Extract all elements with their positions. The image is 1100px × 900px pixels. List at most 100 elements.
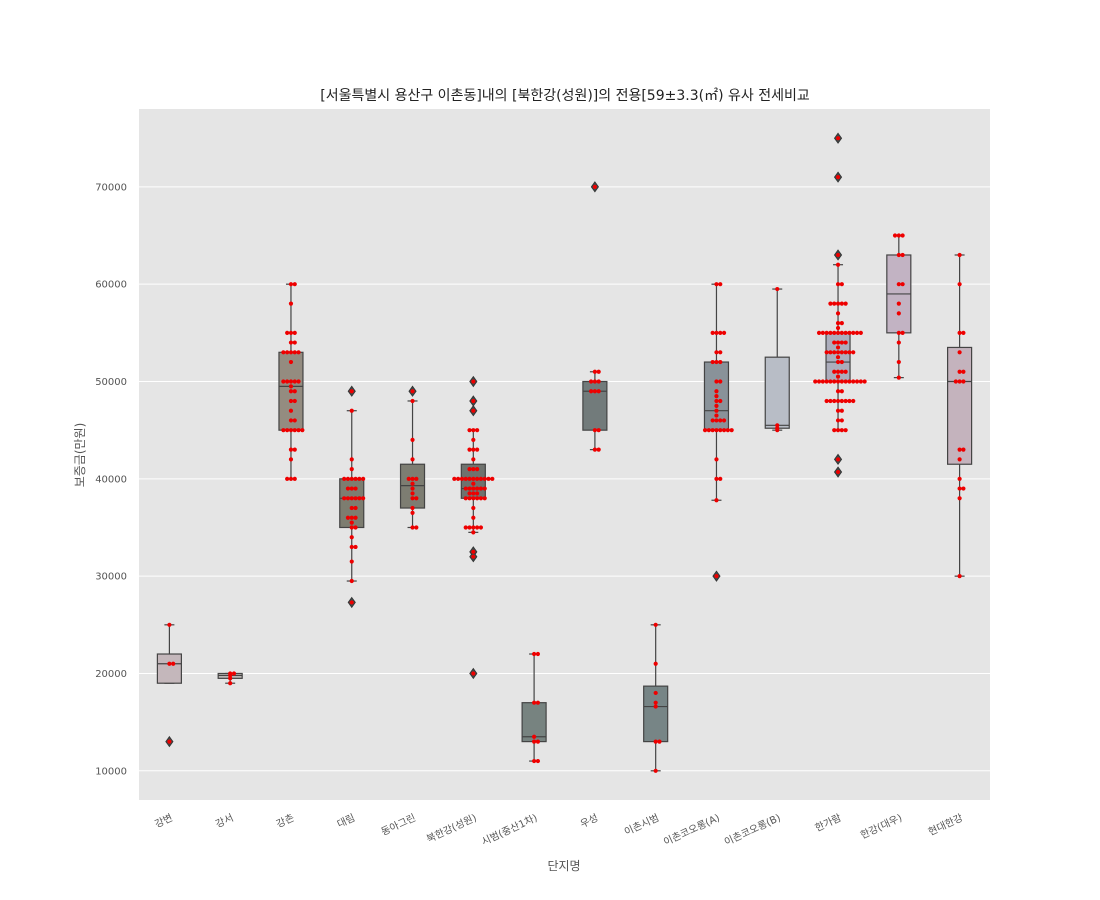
data-point [835,330,841,335]
data-point [296,379,301,384]
data-point [288,418,294,423]
x-tick-label: 우성 [578,812,600,831]
data-point [471,481,476,486]
data-point [835,398,841,404]
data-point [839,301,844,306]
data-point [288,379,294,384]
data-point [345,515,351,520]
data-point [410,486,415,491]
data-point [167,622,172,627]
box-group [947,252,973,579]
data-point [228,681,233,686]
x-tick-label: 동아그린 [379,812,417,838]
box [156,653,182,684]
data-point [292,340,297,345]
data-point [714,330,719,335]
data-point [854,330,860,335]
data-point [847,379,852,384]
data-point [896,375,901,380]
data-point [482,486,487,491]
data-point [710,428,715,433]
data-point [478,476,484,481]
data-point [835,325,841,331]
data-point [231,671,237,676]
data-point [714,476,719,481]
data-point [349,389,354,394]
data-point [532,700,537,705]
data-point [410,496,415,501]
data-point [828,379,833,384]
data-point [839,330,844,335]
data-point [721,418,727,423]
data-point [832,428,837,433]
data-point [292,476,297,481]
data-point [285,330,290,335]
data-point [475,466,480,472]
data-point [478,496,484,501]
data-point [475,525,480,530]
data-point [896,330,901,335]
data-point [896,311,901,316]
data-point [896,282,901,287]
data-point [828,301,833,306]
data-point [300,428,305,433]
data-point [475,447,480,452]
data-point [835,350,841,355]
data-point [843,398,848,404]
data-point [410,476,415,481]
data-point [847,330,852,335]
data-point [292,447,297,452]
data-point [851,350,856,355]
data-point [471,486,476,491]
data-point [653,690,658,696]
data-point [653,768,658,773]
data-point [410,505,415,511]
data-point [471,476,476,481]
data-point [410,437,415,443]
data-point [835,389,841,394]
data-point [832,340,837,345]
data-point [824,330,829,335]
data-point [775,286,780,292]
data-point [961,330,966,335]
data-point [467,491,472,496]
data-point [843,330,848,335]
plot-area [139,109,990,800]
data-point [832,379,837,384]
data-point [896,252,901,258]
data-point [532,758,537,764]
x-tick-label: 한가람 [813,811,844,834]
data-point [832,301,837,306]
data-point [813,379,818,384]
data-point [828,398,833,404]
data-point [288,398,294,404]
data-point [957,457,962,462]
data-point [961,369,966,374]
data-point [292,418,297,423]
data-point [345,496,351,501]
box-group [813,132,867,478]
data-point [596,447,601,452]
data-point [835,175,841,180]
data-point [535,651,541,657]
data-point [843,340,848,345]
data-point [478,525,484,530]
x-axis: 강변 강서 강촌 대림 동아그린 북한강(성원) 시범(중산1차) 우성 이촌시범 이촌코오롱(A… [153,811,965,848]
data-point [835,321,841,326]
data-point [835,469,841,475]
data-point [714,574,719,579]
x-tick-label: 이촌시범 [623,812,661,838]
data-point [342,476,347,481]
data-point [714,379,719,384]
data-point [592,184,597,189]
data-point [353,496,358,501]
data-point [482,496,487,501]
data-point [957,496,962,501]
data-point [718,418,723,423]
x-tick-label: 시범(중산1차) [480,812,540,848]
data-point [167,661,172,666]
data-point [714,428,719,433]
data-point [349,559,354,564]
data-point [900,330,905,335]
data-point [775,423,780,428]
